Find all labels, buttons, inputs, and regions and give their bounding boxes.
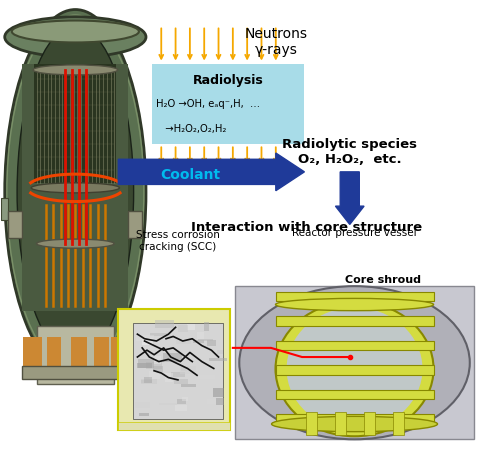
Bar [207, 340, 216, 347]
Bar [197, 333, 204, 339]
Ellipse shape [33, 66, 118, 76]
Bar [276, 292, 433, 302]
Bar [276, 390, 433, 400]
Bar [132, 323, 223, 419]
Bar [150, 333, 168, 336]
Ellipse shape [240, 286, 470, 439]
Bar [217, 350, 223, 354]
Ellipse shape [5, 11, 146, 375]
Bar [175, 405, 187, 411]
Ellipse shape [36, 240, 114, 249]
Text: Reactor pressure vessel: Reactor pressure vessel [292, 227, 417, 237]
Ellipse shape [5, 18, 146, 58]
Bar [149, 371, 160, 379]
Bar [118, 422, 230, 430]
Bar [154, 357, 161, 364]
Bar [209, 358, 227, 361]
Bar [47, 338, 61, 378]
Bar [174, 380, 188, 384]
Bar [153, 366, 163, 372]
Bar [187, 324, 195, 330]
Bar [23, 366, 128, 379]
Bar [166, 374, 173, 382]
Bar [142, 338, 153, 345]
Bar [111, 338, 130, 378]
Bar [138, 359, 154, 368]
Bar [207, 399, 216, 404]
Bar [276, 365, 433, 375]
FancyArrow shape [336, 173, 364, 225]
Bar [197, 375, 215, 379]
Bar [1, 198, 8, 220]
Text: H₂O →OH, eₐq⁻,H,  …: H₂O →OH, eₐq⁻,H, … [156, 99, 261, 109]
Text: →H₂O₂,O₂,H₂: →H₂O₂,O₂,H₂ [159, 124, 227, 134]
Bar [141, 379, 157, 384]
FancyArrow shape [118, 154, 304, 191]
Text: Coolant: Coolant [160, 168, 220, 182]
Bar [204, 323, 209, 331]
Bar [95, 338, 109, 378]
Bar [155, 320, 173, 329]
Bar [141, 380, 152, 384]
Ellipse shape [287, 308, 422, 430]
Bar [177, 400, 186, 404]
Bar [178, 325, 188, 332]
Bar [36, 326, 114, 385]
Text: Core shroud: Core shroud [345, 274, 421, 285]
Bar [198, 339, 213, 341]
Bar [235, 286, 474, 439]
Bar [176, 341, 191, 344]
Text: Radiolysis: Radiolysis [192, 73, 264, 86]
Bar [213, 388, 224, 397]
Bar [393, 412, 404, 435]
Bar [171, 372, 185, 378]
Ellipse shape [12, 22, 139, 43]
Bar [118, 309, 230, 430]
Ellipse shape [31, 184, 120, 193]
Bar [35, 65, 116, 184]
Bar [181, 384, 196, 387]
Bar [276, 316, 433, 326]
Bar [135, 402, 150, 408]
FancyBboxPatch shape [152, 65, 304, 145]
Text: Stress corrosion
cracking (SCC): Stress corrosion cracking (SCC) [136, 230, 220, 251]
Bar [128, 338, 147, 378]
Bar [144, 377, 152, 383]
Bar [335, 412, 346, 435]
Bar [159, 403, 177, 406]
Bar [276, 341, 433, 351]
Ellipse shape [17, 27, 133, 359]
Bar [139, 413, 149, 416]
Ellipse shape [272, 416, 437, 432]
Bar [193, 341, 204, 343]
Bar [137, 364, 152, 369]
Bar [276, 414, 433, 424]
Bar [164, 353, 182, 363]
Bar [8, 211, 23, 239]
Bar [364, 412, 375, 435]
Text: Interaction with core structure: Interaction with core structure [191, 221, 422, 234]
Bar [71, 338, 87, 378]
Bar [180, 366, 196, 375]
Bar [182, 397, 188, 402]
Bar [23, 65, 128, 312]
Ellipse shape [276, 302, 433, 437]
Bar [181, 367, 187, 371]
Bar [146, 362, 162, 369]
Ellipse shape [276, 299, 433, 311]
Text: Radiolytic species
O₂, H₂O₂,  etc.: Radiolytic species O₂, H₂O₂, etc. [282, 138, 417, 166]
Bar [23, 338, 42, 378]
Bar [128, 211, 143, 239]
Bar [136, 336, 154, 341]
Bar [216, 398, 224, 405]
Bar [306, 412, 317, 435]
Text: Neutrons
γ-rays: Neutrons γ-rays [244, 27, 307, 56]
